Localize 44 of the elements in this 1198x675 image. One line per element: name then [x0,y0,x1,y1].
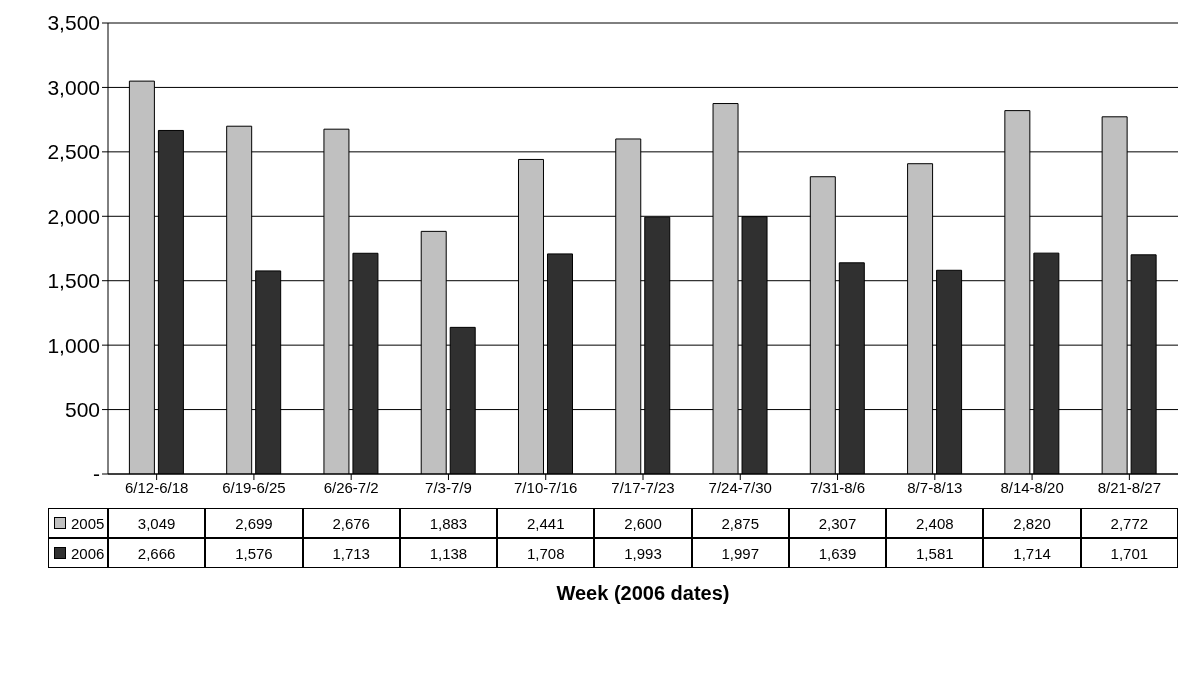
data-label: 2,666 [108,538,206,568]
data-label: 2,408 [886,508,984,538]
legend-label: 2006 [71,544,105,562]
data-label: 1,993 [594,538,692,568]
x-tick-label: 6/26-7/2 [323,478,379,496]
data-label: 1,639 [788,538,887,568]
legend-label: 2005 [71,514,105,532]
data-label: 1,138 [399,538,498,568]
data-label: 2,699 [205,508,303,538]
y-tick-label: 3,000 [47,75,100,99]
x-axis-title: Week (2006 dates) [555,582,731,605]
data-label: 1,713 [302,538,400,568]
x-tick-label: 7/24-7/30 [708,478,772,496]
y-tick-label: 2,000 [47,204,100,228]
data-label: 3,049 [108,508,206,538]
y-tick-label: 2,500 [47,140,100,164]
x-tick-label: 6/19-6/25 [222,478,286,496]
x-tick-label: 7/17-7/23 [611,478,675,496]
data-label: 2,600 [594,508,692,538]
data-label: 2,875 [691,508,789,538]
data-label: 1,701 [1080,538,1178,568]
data-label: 2,772 [1080,508,1178,538]
data-label: 1,714 [983,538,1081,568]
x-tick-label: 6/12-6/18 [124,478,189,496]
y-tick-label: 500 [64,398,100,422]
data-label: 2,307 [788,508,887,538]
x-tick-label: 7/10-7/16 [514,478,578,496]
x-tick-label: 8/7-8/13 [907,478,963,496]
x-tick-label: 8/14-8/20 [1000,478,1064,496]
data-label: 1,581 [886,538,984,568]
data-label: 2,820 [983,508,1081,538]
y-tick-label: - [93,462,100,486]
data-label: 2,676 [302,508,400,538]
data-label: 1,708 [497,538,595,568]
y-tick-label: 3,500 [47,11,100,35]
data-label: 1,997 [691,538,789,568]
y-tick-label: 1,500 [47,269,100,293]
x-tick-label: 7/3-7/9 [425,478,472,496]
data-label: 1,883 [399,508,498,538]
x-tick-label: 7/31-8/6 [810,478,866,496]
data-label: 2,441 [497,508,595,538]
y-tick-label: 1,000 [47,333,100,357]
x-tick-label: 8/21-8/27 [1097,478,1162,496]
data-label: 1,576 [205,538,303,568]
